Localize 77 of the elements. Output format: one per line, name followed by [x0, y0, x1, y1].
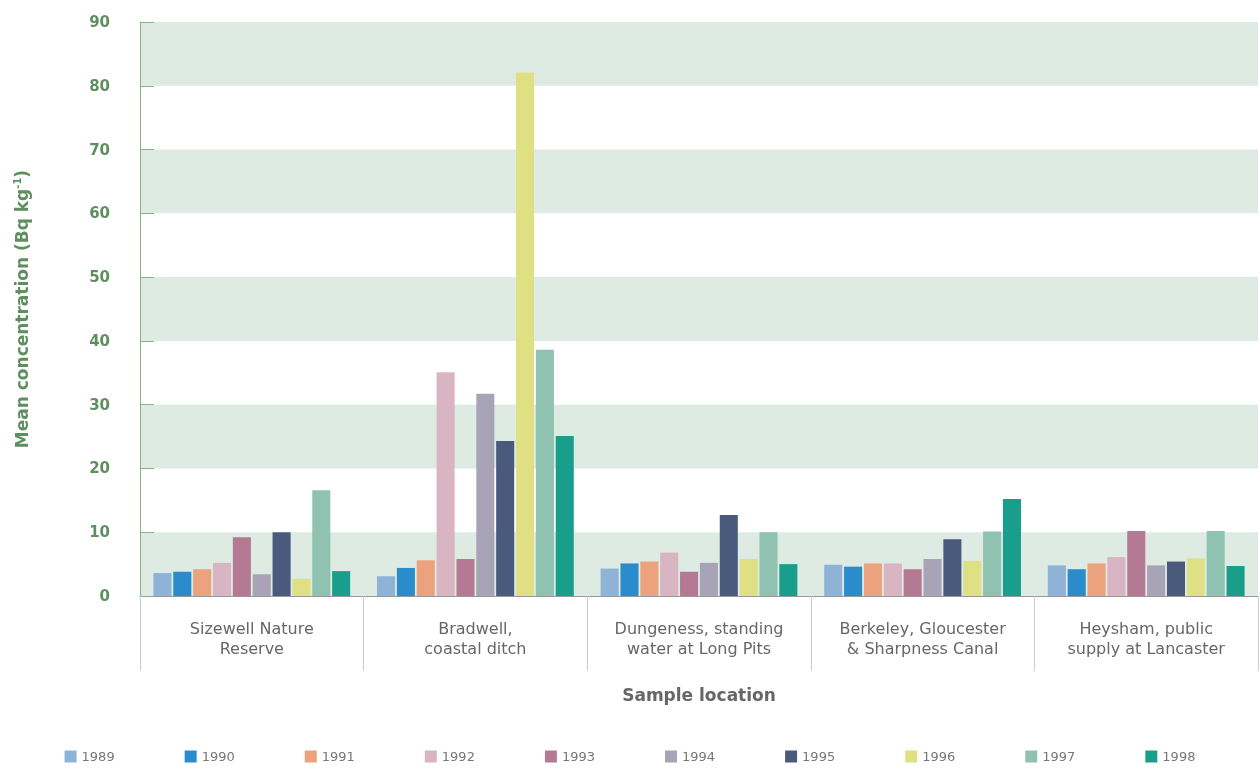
legend-label: 1993 [561, 749, 596, 764]
y-tick-label: 10 [89, 523, 110, 542]
bar [739, 559, 758, 596]
x-tick-label: Heysham, public supply at Lancaster [1067, 618, 1226, 658]
y-tick-label: 50 [89, 268, 110, 287]
bar [1186, 558, 1205, 596]
bar [719, 515, 738, 596]
y-tick-label: 60 [89, 204, 110, 223]
bar [232, 537, 251, 596]
bar [436, 372, 455, 596]
bar [600, 568, 619, 596]
bar [1087, 563, 1106, 596]
bar [699, 562, 718, 596]
bar [555, 435, 574, 596]
y-tick-label: 40 [89, 331, 110, 350]
bar [1226, 566, 1245, 596]
x-tick-label: Dungeness, standing water at Long Pits [614, 618, 784, 658]
legend-label: 1998 [1162, 749, 1196, 764]
bar [863, 563, 882, 596]
bar [883, 563, 902, 596]
bar [1067, 569, 1086, 596]
bar [620, 563, 639, 596]
y-tick-label: 80 [89, 76, 110, 95]
y-tick-label: 0 [99, 587, 110, 605]
bar [416, 560, 435, 596]
y-tick-label: 90 [89, 13, 110, 31]
bar [252, 574, 271, 596]
bar [292, 578, 311, 596]
bar [759, 532, 778, 596]
bar [535, 349, 554, 596]
legend-label: 1989 [81, 749, 115, 764]
bar [640, 561, 659, 596]
bar [923, 559, 942, 596]
legend-label: 1990 [201, 749, 235, 764]
bar [193, 569, 212, 596]
bar [476, 393, 495, 596]
bar [983, 531, 1002, 596]
legend-label: 1991 [321, 749, 355, 764]
bar [824, 564, 843, 596]
y-tick-label: 20 [89, 459, 110, 478]
x-tick-label: Berkeley, Gloucester & Sharpness Canal [839, 618, 1007, 658]
x-tick-label: Sizewell Nature Reserve [189, 618, 314, 658]
y-tick-label: 70 [89, 140, 110, 159]
y-axis-title: Mean concentration (Bq kg-1) [11, 169, 32, 449]
bar [272, 532, 291, 596]
bar [1047, 565, 1066, 596]
bar [903, 569, 922, 596]
bar [844, 566, 863, 596]
bar [680, 571, 699, 596]
bar [779, 564, 798, 596]
legend-label: 1997 [1042, 749, 1076, 764]
bar [1002, 499, 1021, 596]
bar [153, 573, 172, 596]
bar [1147, 565, 1166, 596]
legend-label: 1994 [682, 749, 716, 764]
legend-label: 1996 [922, 749, 956, 764]
bar [212, 562, 232, 596]
bar [456, 559, 475, 596]
bar [660, 552, 679, 596]
bar [312, 490, 331, 596]
bar [496, 441, 515, 596]
bar [1206, 530, 1225, 596]
bar [1166, 561, 1186, 596]
bar [377, 576, 396, 596]
bar [1127, 530, 1146, 596]
y-tick-label: 30 [89, 395, 110, 414]
x-axis-title: Sample location [622, 684, 776, 705]
bar [332, 571, 351, 596]
bar [173, 571, 192, 596]
x-tick-label: Bradwell, coastal ditch [424, 618, 527, 658]
bar [963, 560, 982, 596]
bar [1107, 557, 1126, 596]
bar [943, 539, 962, 596]
bar [516, 72, 535, 596]
legend-label: 1992 [441, 749, 475, 764]
bar [396, 567, 415, 596]
legend-label: 1995 [802, 749, 836, 764]
